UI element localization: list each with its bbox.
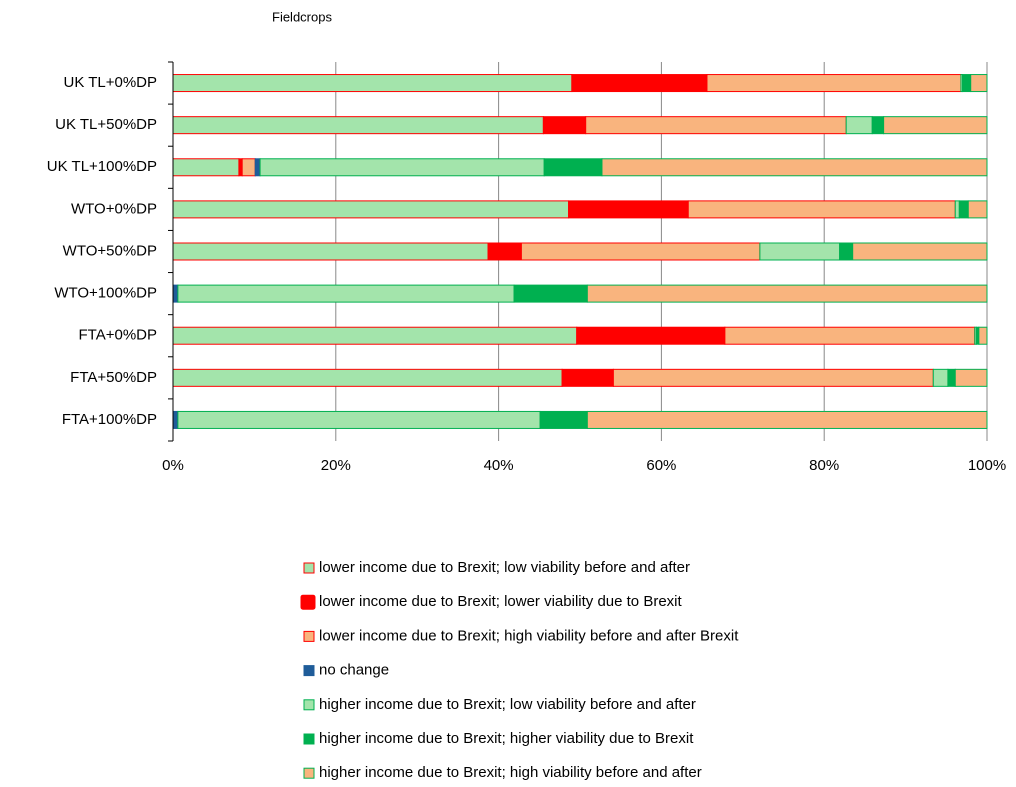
bar-segment: [845, 116, 873, 135]
y-tick-label: WTO+100%DP: [54, 285, 157, 302]
y-tick-label: WTO+50%DP: [63, 242, 157, 259]
legend-label: lower income due to Brexit; high viabili…: [319, 627, 739, 644]
legend-marker: [303, 767, 315, 779]
bar-segment: [172, 74, 573, 93]
legend-label: higher income due to Brexit; low viabili…: [319, 696, 696, 713]
bar-segment: [687, 200, 956, 219]
bar-segment: [852, 242, 988, 261]
bar-segment: [177, 284, 515, 303]
bar-segment: [520, 242, 761, 261]
bar-segment: [839, 242, 854, 261]
bar-segment: [586, 410, 988, 429]
y-tick-label: FTA+0%DP: [79, 327, 158, 344]
legend-label: lower income due to Brexit; low viabilit…: [319, 559, 690, 576]
legend-label: lower income due to Brexit; lower viabil…: [319, 593, 682, 610]
legend-marker: [303, 562, 315, 574]
x-tick-label: 80%: [809, 457, 839, 474]
bar-segment: [172, 116, 544, 135]
bar-segment: [487, 242, 522, 261]
bar-segment: [958, 200, 969, 219]
bar-segment: [954, 368, 988, 387]
bar-segment: [967, 200, 988, 219]
x-tick-label: 40%: [484, 457, 514, 474]
bar-segment: [241, 158, 256, 177]
bar-segment: [759, 242, 841, 261]
bar-segment: [576, 326, 726, 345]
bar-segment: [947, 368, 956, 387]
bar-segment: [724, 326, 976, 345]
bar-segment: [561, 368, 614, 387]
bar-segment: [172, 200, 570, 219]
x-tick-label: 60%: [646, 457, 676, 474]
bar-segment: [612, 368, 934, 387]
y-tick-label: FTA+50%DP: [70, 369, 157, 386]
bar-segment: [601, 158, 988, 177]
bar-segment: [172, 368, 563, 387]
legend-label: no change: [319, 662, 389, 679]
legend-marker: [303, 733, 315, 745]
bar-segment: [962, 74, 972, 93]
bar-segment: [978, 326, 988, 345]
y-tick-label: FTA+100%DP: [62, 411, 157, 428]
bar-segment: [172, 410, 179, 429]
bar-segment: [259, 158, 545, 177]
bar-segment: [172, 284, 179, 303]
legend-marker: [303, 665, 315, 677]
bar-segment: [954, 200, 960, 219]
y-tick-label: UK TL+100%DP: [47, 158, 157, 175]
legend-marker: [303, 630, 315, 642]
bar-segment: [543, 158, 603, 177]
bar-segment: [871, 116, 885, 135]
bar-segment: [568, 200, 689, 219]
y-tick-label: UK TL+50%DP: [55, 116, 157, 133]
bar-segment: [542, 116, 587, 135]
bar-segment: [932, 368, 949, 387]
bar-segment: [172, 242, 489, 261]
bar-segment: [883, 116, 988, 135]
bar-segment: [172, 326, 578, 345]
legend-marker: [300, 594, 316, 610]
legend-marker: [303, 699, 315, 711]
x-tick-label: 20%: [321, 457, 351, 474]
bar-segment: [254, 158, 261, 177]
bar-segment: [586, 284, 988, 303]
y-tick-label: UK TL+0%DP: [63, 74, 157, 91]
y-tick-label: WTO+0%DP: [71, 200, 157, 217]
bar-segment: [539, 410, 588, 429]
bar-segment: [513, 284, 588, 303]
x-tick-label: 100%: [968, 457, 1006, 474]
bar-segment: [970, 74, 988, 93]
bar-segment: [571, 74, 708, 93]
legend-label: higher income due to Brexit; higher viab…: [319, 730, 694, 747]
bar-segment: [177, 410, 541, 429]
legend-label: higher income due to Brexit; high viabil…: [319, 764, 702, 781]
bar-segment: [706, 74, 962, 93]
bar-segment: [172, 158, 240, 177]
bar-segment: [585, 116, 847, 135]
chart-title: Fieldcrops: [272, 9, 332, 24]
x-tick-label: 0%: [162, 457, 184, 474]
